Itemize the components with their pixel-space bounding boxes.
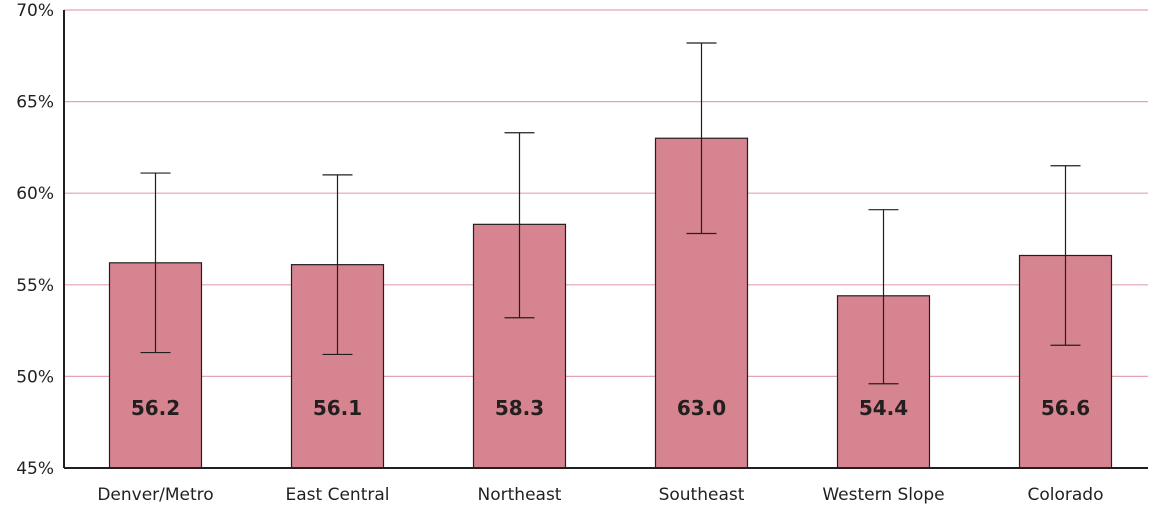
- bar-value-label: 56.1: [313, 396, 362, 420]
- x-category-label: Denver/Metro: [97, 485, 213, 505]
- bar-value-label: 58.3: [495, 396, 544, 420]
- y-tick-label: 50%: [16, 367, 54, 387]
- bars: [108, 137, 1113, 469]
- bar-value-label: 56.6: [1041, 396, 1090, 420]
- y-tick-label: 65%: [16, 93, 54, 113]
- x-category-label: East Central: [286, 485, 390, 505]
- y-tick-label: 60%: [16, 184, 54, 204]
- y-axis-ticks: 45% 50% 55% 60% 65% 70%: [16, 1, 54, 479]
- x-category-label: Northeast: [478, 485, 562, 505]
- y-tick-label: 45%: [16, 459, 54, 479]
- error-bars: [140, 42, 1081, 385]
- x-category-label: Southeast: [659, 485, 745, 505]
- bar-value-label: 56.2: [131, 396, 180, 420]
- y-tick-label: 55%: [16, 276, 54, 296]
- bar-value-label: 63.0: [677, 396, 726, 420]
- x-axis-categories: Denver/Metro East Central Northeast Southea…: [97, 485, 1103, 505]
- y-tick-label: 70%: [16, 1, 54, 21]
- x-category-label: Western Slope: [822, 485, 944, 505]
- data-labels: 56.2 56.1 58.3 63.0 54.4 56.6: [131, 396, 1090, 420]
- x-category-label: Colorado: [1028, 485, 1104, 505]
- bar-value-label: 54.4: [859, 396, 908, 420]
- gridlines: [64, 9, 1148, 469]
